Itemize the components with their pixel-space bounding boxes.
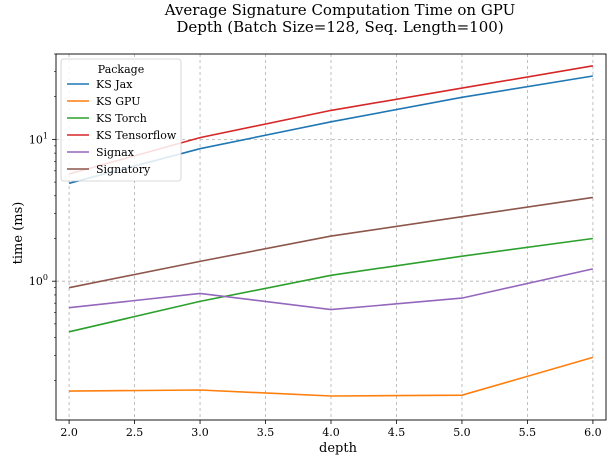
- y-tick-base: 10: [29, 133, 43, 146]
- series-line-5: [69, 268, 594, 311]
- y-tick-exponent: 1: [43, 131, 48, 140]
- series-line-3: [68, 237, 594, 333]
- chart-title-line2: Depth (Batch Size=128, Seq. Length=100): [176, 18, 503, 36]
- gridlines: [56, 54, 606, 420]
- x-axis-label: depth: [319, 441, 358, 456]
- legend-title: Package: [98, 63, 144, 76]
- legend: Package KS Jax KS GPU KS Torch KS Tensorflow…: [60, 58, 182, 182]
- legend-entry-label: KS Torch: [96, 112, 147, 125]
- x-tick-label: 4.0: [322, 426, 340, 439]
- x-tick-label: 2.5: [126, 426, 144, 439]
- legend-entry-label: KS Tensorflow: [96, 129, 177, 142]
- series-lines: [68, 65, 594, 397]
- legend-entry-label: KS Jax: [96, 78, 133, 91]
- x-tick-label: 3.0: [191, 426, 209, 439]
- series-line-2: [69, 356, 594, 397]
- x-axis-ticks: 2.0 2.5 3.0 3.5 4.0 4.5 5.0 5.5 6.0: [60, 420, 602, 439]
- y-axis-label: time (ms): [11, 202, 26, 265]
- x-tick-label: 4.5: [388, 426, 406, 439]
- legend-entry-label: Signax: [96, 146, 135, 159]
- y-tick-base: 10: [29, 275, 43, 288]
- legend-entry-label: Signatory: [96, 163, 151, 176]
- y-tick-exponent: 0: [43, 273, 48, 282]
- series-line-6: [68, 196, 594, 289]
- legend-box: [60, 58, 182, 182]
- x-tick-label: 3.5: [257, 426, 275, 439]
- x-tick-label: 2.0: [60, 426, 78, 439]
- x-tick-label: 6.0: [584, 426, 602, 439]
- chart-title-line1: Average Signature Computation Time on GP…: [164, 1, 516, 19]
- y-tick-label: 101: [29, 131, 48, 146]
- x-tick-label: 5.5: [519, 426, 537, 439]
- x-tick-label: 5.0: [453, 426, 471, 439]
- legend-entry-label: KS GPU: [96, 95, 141, 108]
- y-tick-label: 100: [29, 273, 48, 288]
